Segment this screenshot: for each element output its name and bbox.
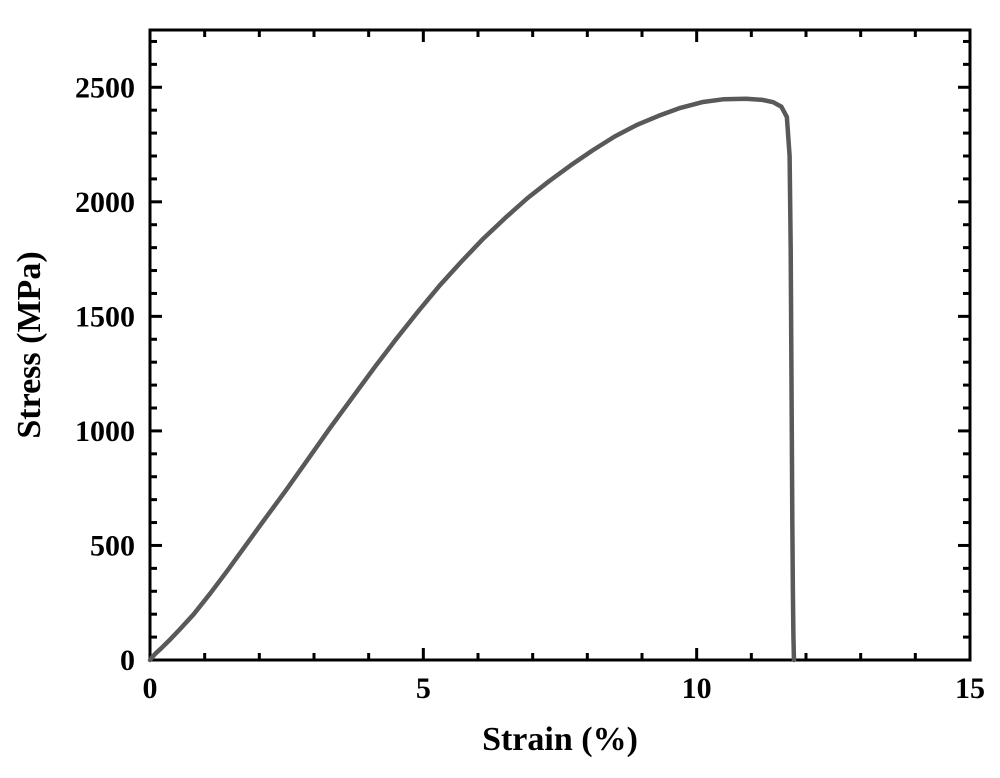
y-tick-label: 1000 (75, 415, 135, 448)
stress-strain-chart: 0 5 10 15 Strain (%) 0 500 1000 1500 2000 2500 Stre… (0, 0, 1000, 778)
plot-border (150, 30, 970, 660)
x-axis-label: Strain (%) (482, 721, 638, 758)
chart-svg: 0 5 10 15 Strain (%) 0 500 1000 1500 2000 2500 Stre… (0, 0, 1000, 778)
y-tick-label: 2500 (75, 71, 135, 104)
x-tick-label: 15 (955, 672, 985, 705)
y-tick-label: 0 (120, 644, 135, 677)
y-tick-label: 500 (90, 529, 135, 562)
x-tick-label: 10 (682, 672, 712, 705)
y-axis-label: Stress (MPa) (11, 251, 48, 438)
y-tick-label: 2000 (75, 186, 135, 219)
y-tick-label: 1500 (75, 300, 135, 333)
stress-strain-curve (150, 99, 794, 660)
x-tick-label: 5 (416, 672, 431, 705)
x-tick-label: 0 (143, 672, 158, 705)
